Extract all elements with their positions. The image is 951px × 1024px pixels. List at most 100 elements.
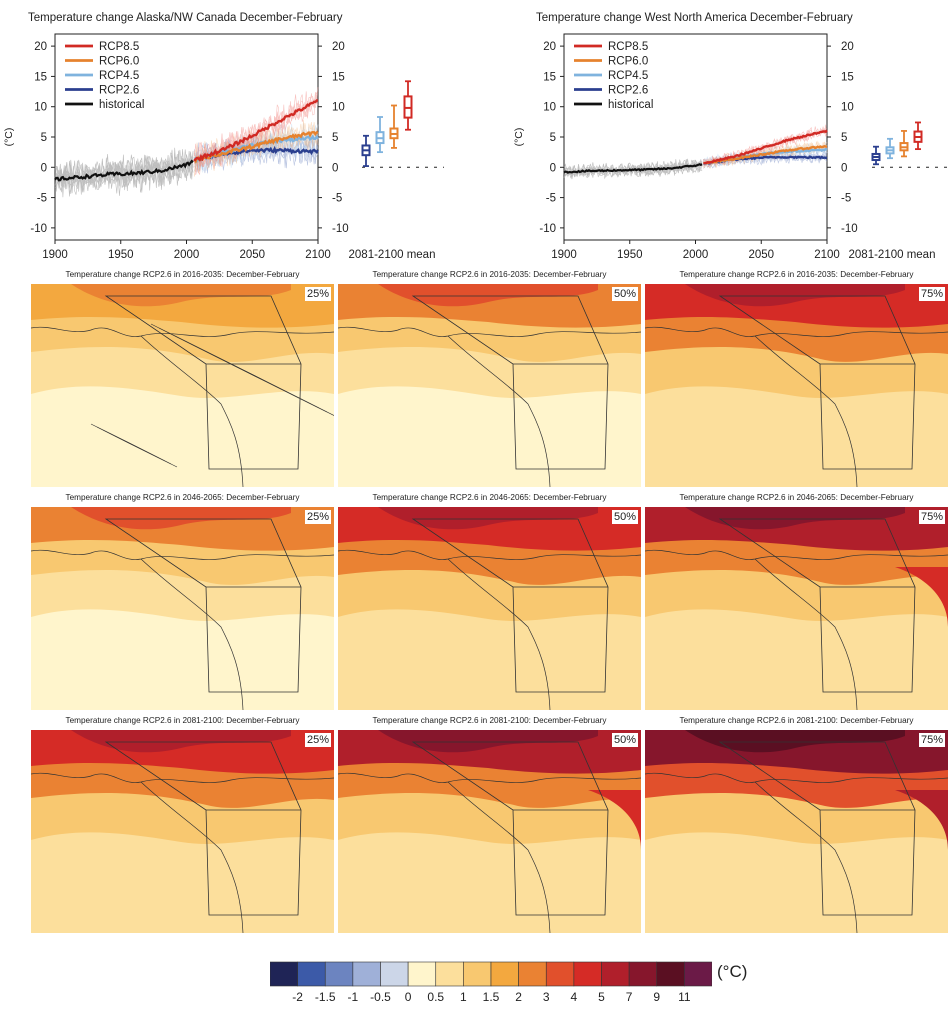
y-tick-label: 0: [41, 162, 47, 174]
y-tick-label-right: -5: [841, 193, 851, 205]
scenario-member-line: [194, 133, 319, 173]
colorbar-swatch: [684, 961, 712, 987]
y-tick-label-right: 5: [841, 132, 847, 144]
map-field: [31, 284, 334, 487]
colorbar-tick-label: 3: [542, 990, 550, 1004]
colorbar-swatch: [324, 961, 354, 987]
percentile-label: 50%: [611, 287, 638, 301]
colorbar-unit: (°C): [717, 962, 748, 981]
map-field: [645, 507, 948, 710]
legend-label: RCP6.0: [608, 56, 648, 68]
colorbar-swatch: [463, 961, 492, 987]
map-band-hotspot: [378, 284, 598, 307]
y-tick-label-right: 15: [841, 71, 854, 83]
y-tick-label-right: 0: [841, 162, 847, 174]
y-tick-label: 10: [543, 102, 556, 114]
y-tick-label-right: 20: [841, 41, 854, 53]
colorbar-swatch: [601, 961, 630, 987]
percentile-label: 25%: [304, 510, 331, 524]
boxplot-label: 2081-2100 mean: [349, 249, 436, 261]
map-panel: 75%: [645, 284, 948, 487]
legend-label: RCP2.6: [608, 85, 648, 97]
map-title: Temperature change RCP2.6 in 2016-2035: …: [679, 270, 914, 279]
series-line-RCP6-0: [193, 130, 319, 164]
y-tick-label: -10: [30, 223, 47, 235]
map-panel: 25%: [31, 507, 334, 710]
colorbar-swatch: [435, 961, 464, 987]
map-band-hotspot: [685, 730, 905, 753]
coastline: [338, 772, 641, 933]
map-field: [31, 507, 334, 710]
colorbar-tick-label: 4: [570, 990, 578, 1004]
y-tick-label: -5: [37, 193, 47, 205]
y-tick-label: 20: [543, 41, 556, 53]
colorbar-tick-label: 1: [460, 990, 467, 1004]
y-tick-label-right: 5: [332, 132, 338, 144]
y-tick-label-right: -10: [332, 223, 349, 235]
x-tick-label: 2100: [814, 249, 840, 261]
map-title: Temperature change RCP2.6 in 2081-2100: …: [372, 716, 607, 725]
colorbar-swatch: [352, 961, 381, 987]
y-axis-label: (°C): [513, 128, 525, 147]
colorbar-swatch: [380, 961, 409, 987]
x-tick-label: 1900: [42, 249, 68, 261]
legend-label: RCP6.0: [99, 56, 139, 68]
map-field: [338, 730, 641, 933]
x-tick-label: 2050: [239, 249, 265, 261]
map-panel: 50%: [338, 507, 641, 710]
y-tick-label: -5: [546, 193, 556, 205]
colorbar: -2 -1.5 -1 -0.5 0 0.5 1 1.5 2 3 4 5 7 9 11 (°C): [270, 960, 750, 1020]
coastline: [31, 772, 334, 933]
y-tick-label-right: 15: [332, 71, 345, 83]
legend-label: RCP4.5: [99, 70, 139, 82]
series-line-RCP6-0: [703, 145, 828, 165]
series-line-RCP8-5: [703, 129, 828, 165]
map-panel: 75%: [645, 507, 948, 710]
y-tick-label: 10: [34, 102, 47, 114]
x-tick-label: 2050: [748, 249, 774, 261]
timeseries-chart: -10 -10 -5 -5 0 0 5 5 10 10 15 15 20 20 1900 1950 2000 20…: [3, 33, 444, 261]
map-panel: 25%: [31, 730, 334, 933]
percentile-label: 25%: [304, 733, 331, 747]
timeseries-panel-right: Temperature change West North America De…: [510, 0, 951, 265]
map-title: Temperature change RCP2.6 in 2016-2035: …: [372, 270, 607, 279]
historical-members: [54, 147, 194, 198]
timeseries-title: Temperature change Alaska/NW Canada Dece…: [28, 12, 343, 24]
legend-label: historical: [608, 99, 653, 111]
coastline: [645, 549, 948, 710]
legend-label: RCP8.5: [99, 41, 139, 53]
y-tick-label: 5: [550, 132, 556, 144]
map-panel: 75%: [645, 730, 948, 933]
timeseries-chart: -10 -10 -5 -5 0 0 5 5 10 10 15 15 20 20 1900 1950 2000 20…: [513, 33, 951, 261]
map-field: [338, 284, 641, 487]
percentile-label: 25%: [304, 287, 331, 301]
map-band-hotspot: [378, 507, 598, 530]
colorbar-tick-label: 9: [653, 990, 661, 1004]
scenario-member-line: [194, 122, 319, 174]
colorbar-tick-label: 2: [515, 990, 522, 1004]
x-tick-label: 1900: [551, 249, 577, 261]
y-tick-label: -10: [539, 223, 556, 235]
colorbar-swatch: [628, 961, 658, 987]
series-line-historical: [54, 159, 194, 182]
percentile-label: 50%: [611, 510, 638, 524]
map-band-east: [895, 567, 948, 627]
map-band-hotspot: [71, 730, 291, 753]
hatch-line: [254, 375, 334, 416]
series-line-historical: [563, 163, 703, 174]
map-field: [31, 730, 334, 933]
colorbar-tick-label: -1.5: [314, 990, 336, 1004]
y-tick-label: 20: [34, 41, 47, 53]
significance-hatching: [90, 323, 334, 468]
boxplot-label: 2081-2100 mean: [849, 249, 936, 261]
coastline: [31, 326, 334, 487]
coastline: [338, 326, 641, 487]
map-title: Temperature change RCP2.6 in 2081-2100: …: [65, 716, 300, 725]
x-tick-label: 1950: [617, 249, 643, 261]
timeseries-panel-left: Temperature change Alaska/NW Canada Dece…: [0, 0, 470, 265]
scenario-member-line: [194, 136, 319, 171]
map-band-hotspot: [685, 507, 905, 530]
series-line-RCP8-5: [193, 99, 319, 162]
y-tick-label-right: 20: [332, 41, 345, 53]
map-title: Temperature change RCP2.6 in 2016-2035: …: [65, 270, 300, 279]
